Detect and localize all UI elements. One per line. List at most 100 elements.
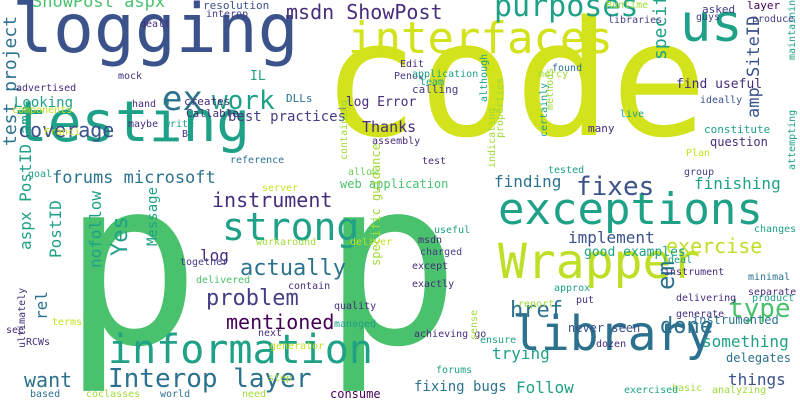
word-asked: asked — [702, 3, 736, 16]
word-href: href — [510, 298, 563, 323]
word-exceptions: exceptions — [498, 184, 763, 235]
word-approx: approx — [554, 283, 591, 294]
word-maybe: maybe — [128, 119, 159, 130]
word-basic: basic — [672, 383, 703, 394]
word-except: except — [412, 261, 449, 272]
word-many: many — [588, 122, 615, 135]
word-purposes: purposes — [494, 0, 639, 24]
word-instrumented: instrumented — [692, 313, 779, 327]
word-application: application — [412, 69, 479, 80]
word-world: world — [160, 389, 191, 400]
word-write: write — [164, 119, 195, 130]
word-hand: hand — [132, 99, 157, 110]
word-trying: trying — [492, 344, 550, 363]
word-tested: tested — [548, 165, 585, 176]
word-never-seen: never seen — [568, 321, 641, 335]
word-live: live — [620, 109, 645, 120]
word-analyzing: analyzing — [712, 385, 767, 396]
word-finding: finding — [494, 172, 562, 191]
word-mock: mock — [118, 71, 143, 82]
word-rel: rel — [32, 291, 51, 320]
word-specifically: specifically — [650, 0, 671, 60]
word-delivering: delivering — [676, 293, 737, 304]
word-best-practices: best practices — [228, 109, 347, 125]
word-achieving-go: achieving go — [414, 329, 487, 340]
word-interfaces: interfaces — [348, 13, 613, 64]
word-message: Message — [145, 186, 161, 246]
word-testing: testing — [14, 90, 251, 155]
word-goal: goal — [28, 169, 53, 180]
word-msdn: msdn — [418, 235, 443, 246]
word-amp-siteid: amp SiteID — [744, 15, 764, 118]
word-allow: allow — [348, 167, 379, 178]
word-advertised: advertised — [16, 83, 77, 94]
word-found: found — [552, 63, 583, 74]
word-dlls: DLLs — [286, 92, 313, 105]
word-useful: useful — [434, 225, 471, 236]
word-p: p — [322, 131, 461, 398]
word-forums: forums — [436, 365, 473, 376]
word-terms: terms — [52, 317, 83, 328]
word-web-application: web application — [340, 177, 449, 191]
word-containing: containing — [339, 99, 350, 160]
word-sense: sense — [469, 309, 480, 340]
word-looking: Looking — [14, 95, 74, 111]
word-ensure: ensure — [480, 335, 517, 346]
word-together: together — [180, 257, 229, 268]
word-produce: produce — [752, 14, 795, 25]
word-generate: generate — [676, 309, 725, 320]
word-certainly: certainly — [539, 82, 550, 137]
word-quality: quality — [334, 301, 377, 312]
word-log-error: _log Error — [338, 95, 417, 110]
word-minimal: minimal — [748, 272, 791, 283]
word-instrument: instrument — [664, 267, 725, 278]
word-libraries: libraries — [608, 15, 663, 26]
word-generator: generator — [270, 341, 325, 352]
word-indicating: indicating — [487, 107, 498, 168]
word-server: server — [262, 183, 299, 194]
word-exercise: exercise — [666, 234, 763, 258]
word-callable: Callable — [186, 107, 239, 120]
word-components: components — [12, 105, 73, 116]
word-fixes: fixes — [576, 172, 655, 202]
word-problem: problem — [206, 286, 299, 311]
word-work: work — [212, 86, 275, 116]
word-consume: consume — [330, 387, 381, 400]
word-log: log — [200, 246, 229, 265]
word-interop: interop — [206, 9, 249, 20]
word-good-examples: good examples — [584, 245, 686, 260]
word-resolution: resolution — [203, 0, 270, 12]
word-showpost-aspx: ShowPost aspx — [32, 0, 166, 12]
word-dozen: dozen — [596, 339, 627, 350]
word-code: code — [322, 0, 708, 173]
word-guys: guys — [696, 12, 721, 23]
word-finishing: finishing — [694, 174, 781, 193]
word-product: product — [752, 293, 795, 304]
word-penov: Penov — [394, 71, 425, 82]
word-specific-guidance: specific guidance — [369, 143, 383, 266]
word-separate: separate — [748, 287, 797, 298]
word-ex: ex — [162, 79, 203, 119]
word-il: IL — [250, 69, 266, 84]
word-strong: strong — [222, 205, 360, 249]
word-plan: Plan — [686, 148, 711, 159]
word-test: test — [422, 156, 447, 167]
word-question: question — [710, 135, 768, 149]
word-constitute: constitute — [704, 123, 771, 136]
word-us: us — [680, 0, 743, 54]
word-maintaining: maintaining — [787, 0, 798, 60]
word-implement: implement — [568, 228, 655, 247]
word-find-useful: find useful — [676, 77, 763, 92]
word-deliver: deliver — [350, 237, 393, 248]
word-layer: layer — [747, 0, 781, 12]
word-wrapper: Wrapper — [498, 234, 701, 290]
word-interop-layer: Interop layer — [108, 364, 312, 394]
word-p: p — [62, 131, 201, 398]
word-creates: creates — [184, 95, 231, 108]
word-done: done — [660, 314, 713, 339]
word-type: type — [728, 294, 791, 324]
word-need: need — [242, 389, 267, 400]
word-see: see — [6, 325, 25, 336]
word-changes: changes — [754, 224, 797, 235]
word-charged: charged — [420, 247, 463, 258]
